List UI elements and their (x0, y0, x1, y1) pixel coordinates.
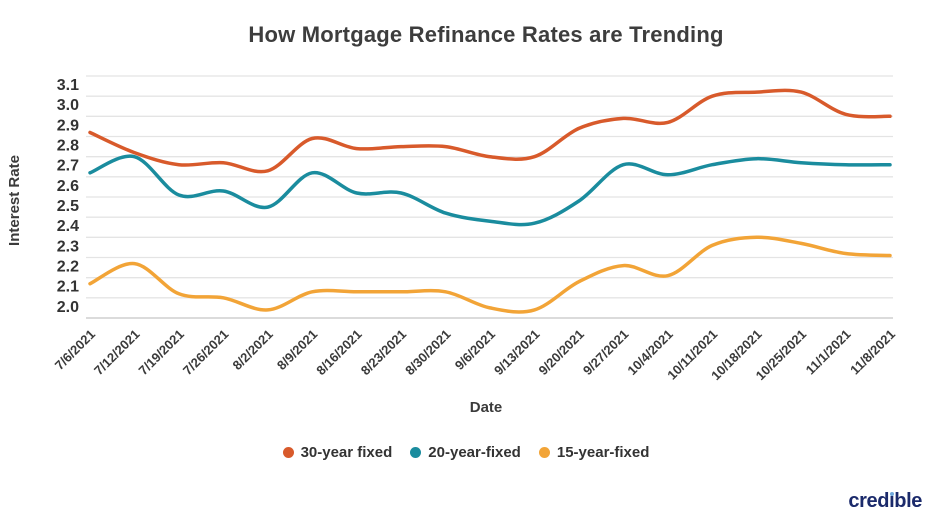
x-tick-label: 8/2/2021 (230, 327, 276, 373)
legend-item-15-year-fixed: 15-year-fixed (538, 444, 650, 461)
credible-logo: credı ble (848, 490, 922, 513)
legend: 30-year fixed 20-year-fixed 15-year-fixed (0, 444, 932, 461)
y-tick-label: 2.7 (57, 158, 79, 175)
y-tick-label: 2.3 (57, 238, 79, 255)
line-chart-plot: 2.02.12.22.32.42.52.62.72.82.93.03.17/6/… (52, 75, 898, 383)
y-axis-title: Interest Rate (5, 154, 23, 246)
x-tick-label: 8/23/2021 (358, 327, 410, 379)
series-line-30-year-fixed (88, 88, 892, 174)
logo-letter: d (877, 490, 890, 512)
x-tick-label: 11/1/2021 (803, 327, 854, 378)
logo-letter: l (906, 490, 912, 512)
legend-label: 15-year-fixed (556, 444, 650, 461)
logo-letter: r (859, 490, 867, 512)
legend-dot-icon (538, 447, 550, 458)
y-tick-label: 2.9 (57, 117, 79, 134)
x-tick-label: 8/30/2021 (402, 327, 454, 379)
logo-letter: c (848, 490, 860, 512)
legend-label: 30-year fixed (300, 444, 393, 461)
logo-letter: e (911, 490, 922, 512)
logo-letter: b (894, 490, 907, 512)
y-axis-title-wrap: Interest Rate (0, 80, 28, 320)
x-tick-label: 11/8/2021 (847, 327, 898, 378)
x-tick-label: 9/27/2021 (580, 327, 632, 379)
legend-item-30-year-fixed: 30-year fixed (282, 444, 393, 461)
y-tick-label: 3.1 (57, 77, 79, 94)
series-line-20-year-fixed (88, 154, 892, 227)
series-line-15-year-fixed (88, 235, 892, 314)
y-tick-label: 3.0 (57, 97, 79, 114)
y-tick-label: 2.5 (57, 198, 79, 215)
x-tick-label: 7/12/2021 (91, 327, 143, 379)
y-tick-label: 2.0 (57, 299, 79, 316)
y-tick-label: 2.8 (57, 138, 79, 155)
y-tick-label: 2.6 (57, 178, 79, 195)
y-tick-label: 2.2 (57, 259, 79, 276)
legend-item-20-year-fixed: 20-year-fixed (410, 444, 521, 461)
logo-letter: ı (889, 490, 895, 512)
x-tick-label: 9/20/2021 (536, 327, 588, 379)
legend-dot-icon (282, 447, 294, 458)
chart-title: How Mortgage Refinance Rates are Trendin… (248, 22, 724, 47)
x-tick-label: 7/26/2021 (180, 327, 232, 379)
logo-letter: e (866, 490, 878, 512)
x-tick-label: 8/16/2021 (313, 327, 365, 379)
x-tick-label: 9/13/2021 (491, 327, 543, 379)
y-tick-label: 2.1 (57, 279, 79, 296)
logo-i-dot (889, 492, 894, 496)
x-axis-title: Date (469, 399, 503, 416)
y-tick-label: 2.4 (57, 218, 79, 235)
legend-label: 20-year-fixed (428, 444, 521, 461)
x-tick-label: 7/19/2021 (136, 327, 188, 379)
legend-dot-icon (410, 447, 422, 458)
